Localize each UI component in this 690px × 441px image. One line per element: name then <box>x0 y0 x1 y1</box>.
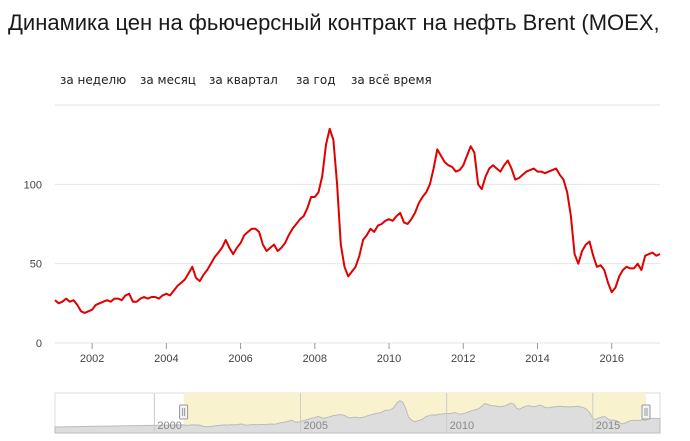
tab-quarter[interactable]: за квартал <box>209 73 278 87</box>
series-line <box>54 127 661 314</box>
x-tick-label: 2014 <box>525 353 549 365</box>
navigator-label: 2005 <box>304 420 328 432</box>
x-tick-label: 2012 <box>451 353 475 365</box>
x-tick-label: 2002 <box>80 353 104 365</box>
chart-grid <box>55 104 660 344</box>
navigator-series <box>54 400 661 434</box>
x-tick-label: 2004 <box>154 353 178 365</box>
navigator-label: 2000 <box>157 420 181 432</box>
y-axis-labels: 0 50 100 <box>24 179 42 350</box>
range-tabs: за неделю за месяц за квартал за год за … <box>0 73 690 89</box>
range-navigator: 2000 2005 2010 2015 <box>54 392 661 434</box>
tab-month[interactable]: за месяц <box>140 73 196 87</box>
page-title: Динамика цен на фьючерсный контракт на н… <box>8 10 660 35</box>
x-axis: 2002 2004 2006 2008 2010 2012 2014 2016 <box>80 343 624 365</box>
x-tick-label: 2010 <box>377 353 401 365</box>
tab-week[interactable]: за неделю <box>60 73 127 87</box>
y-tick-label: 100 <box>24 179 42 191</box>
series-layer <box>54 127 661 314</box>
navigator-label: 2010 <box>450 420 474 432</box>
navigator-handle-left[interactable] <box>179 404 189 420</box>
y-tick-label: 50 <box>30 259 42 271</box>
x-tick-label: 2006 <box>228 353 252 365</box>
x-tick-label: 2016 <box>600 353 624 365</box>
navigator-label: 2015 <box>596 420 620 432</box>
navigator-handle-right[interactable] <box>641 404 651 420</box>
y-tick-label: 0 <box>36 338 42 350</box>
tab-year[interactable]: за год <box>296 73 336 87</box>
x-tick-label: 2008 <box>303 353 327 365</box>
tab-all-time[interactable]: за всё время <box>351 73 432 87</box>
